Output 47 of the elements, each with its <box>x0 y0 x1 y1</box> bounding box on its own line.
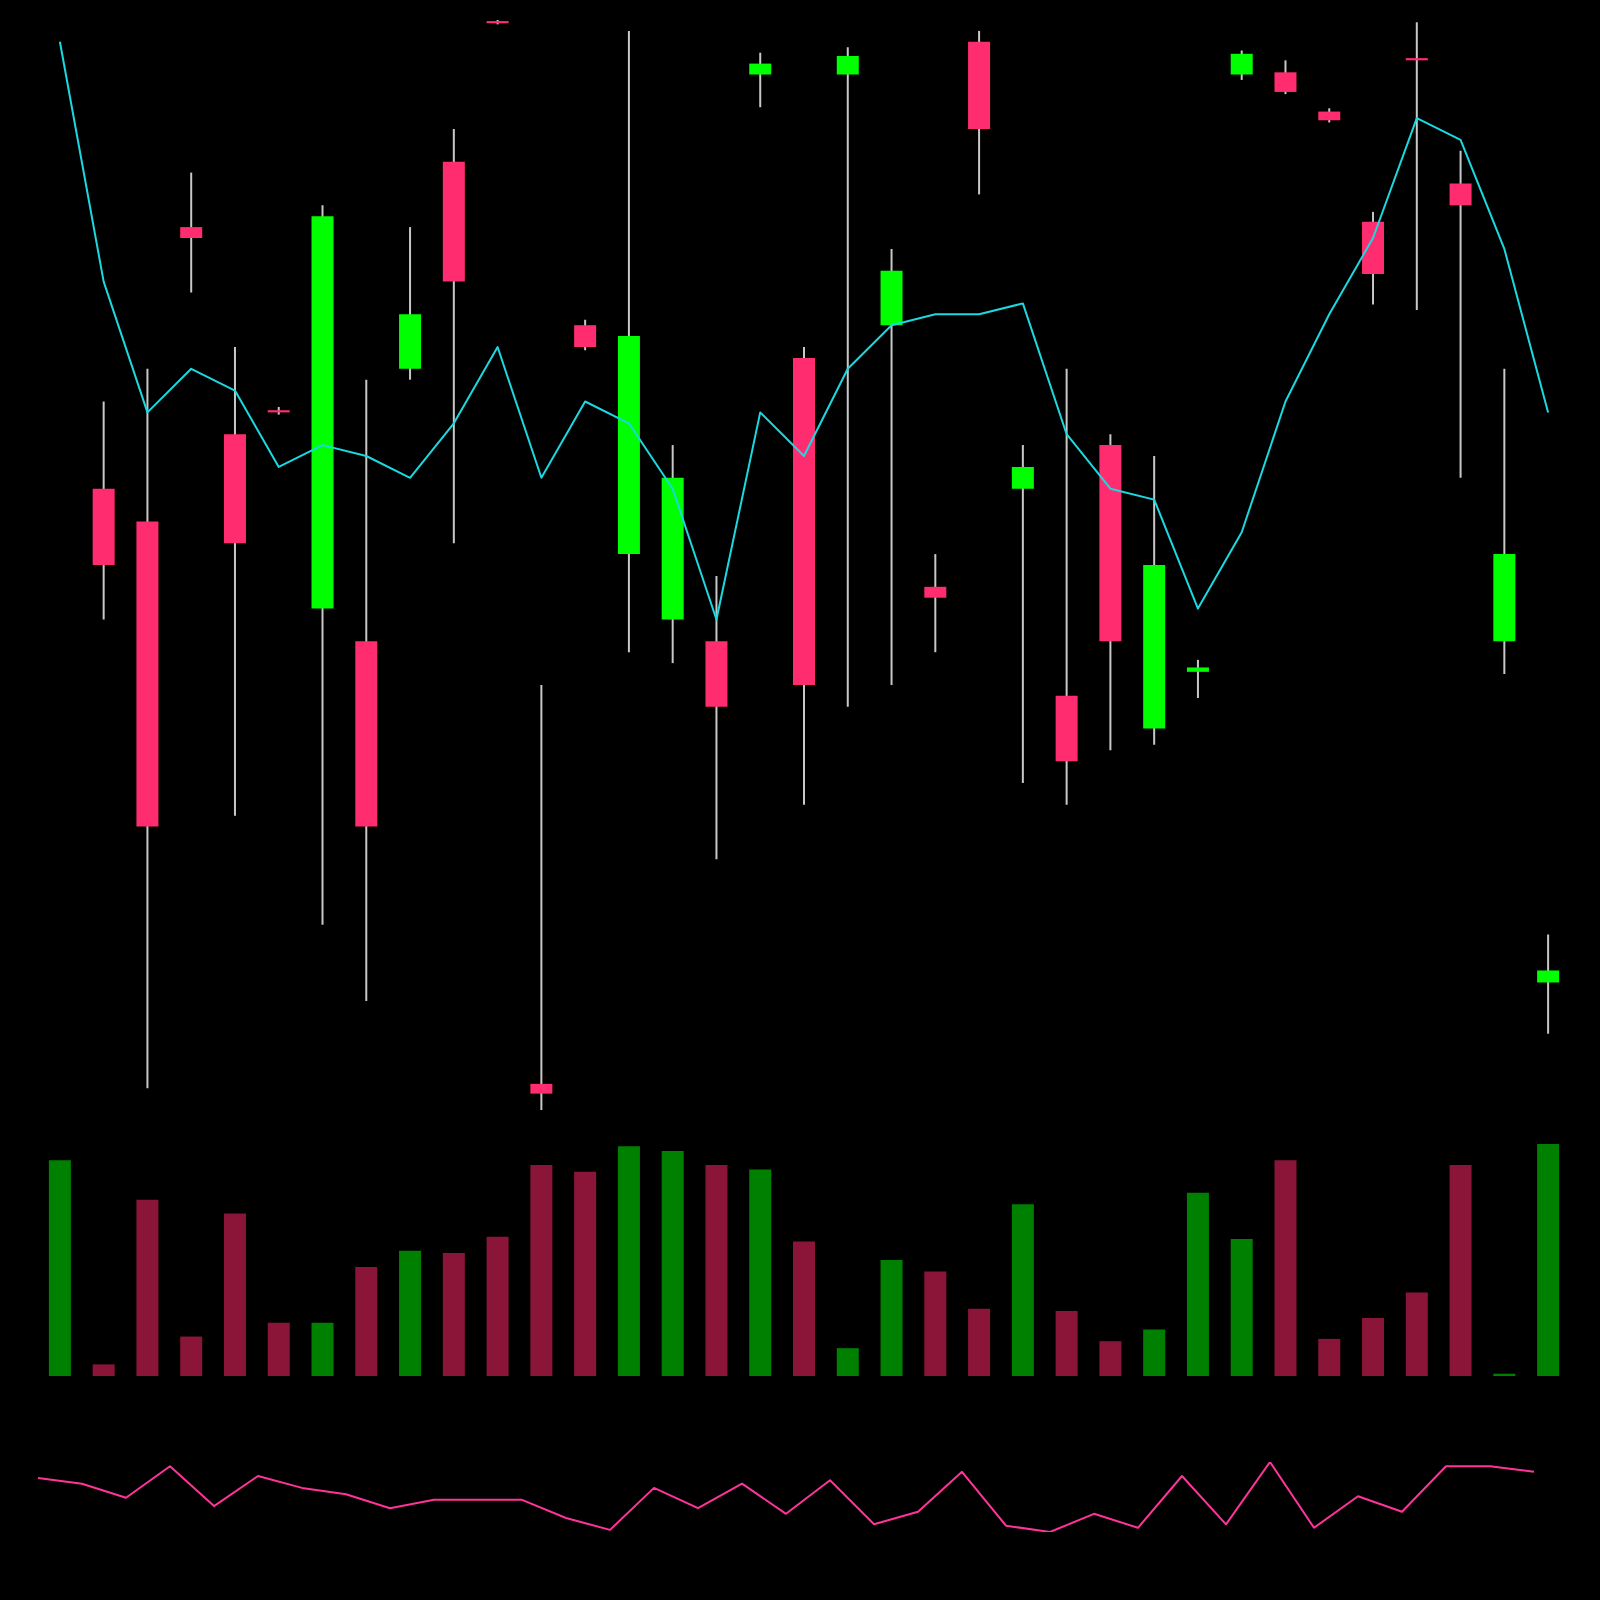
bar <box>793 1241 815 1376</box>
bar <box>311 1322 334 1376</box>
bar <box>836 1348 859 1376</box>
bar <box>48 1160 71 1376</box>
bar <box>1449 1164 1472 1376</box>
bar <box>1099 1341 1122 1376</box>
candlestick <box>1230 49 1253 81</box>
bar <box>180 1336 203 1376</box>
candlestick <box>1274 59 1297 96</box>
bar <box>1011 1204 1034 1376</box>
bar <box>924 1271 947 1376</box>
bar <box>1274 1160 1297 1376</box>
bar <box>530 1164 553 1376</box>
candlestick <box>1449 149 1472 479</box>
candlestick <box>1186 658 1209 699</box>
bar <box>223 1213 246 1376</box>
bar <box>355 1266 378 1376</box>
bar <box>442 1253 465 1376</box>
candlestick <box>530 683 553 1110</box>
bar <box>1186 1192 1209 1376</box>
bar <box>968 1308 991 1376</box>
bar <box>399 1250 422 1376</box>
bar <box>617 1146 640 1376</box>
candlestick <box>749 51 772 109</box>
candlestick <box>924 553 947 654</box>
bar <box>574 1171 597 1376</box>
bar <box>1318 1338 1341 1376</box>
bar <box>267 1322 290 1376</box>
candlestick <box>836 46 859 708</box>
bar <box>661 1150 684 1376</box>
candlestick <box>180 171 203 294</box>
bar <box>880 1260 903 1376</box>
bar <box>1055 1311 1078 1376</box>
bar <box>136 1199 159 1376</box>
bar <box>1143 1329 1166 1376</box>
candlestick <box>1537 933 1560 1035</box>
bar <box>92 1364 115 1376</box>
candlestick <box>574 318 597 352</box>
bar <box>486 1236 509 1376</box>
bar <box>749 1169 772 1376</box>
bar <box>1537 1144 1560 1376</box>
bar <box>1230 1239 1253 1376</box>
candlestick <box>1405 21 1428 311</box>
bar <box>1405 1292 1428 1376</box>
candlestick <box>1011 444 1034 784</box>
bar <box>705 1164 728 1376</box>
bar <box>1362 1318 1385 1376</box>
